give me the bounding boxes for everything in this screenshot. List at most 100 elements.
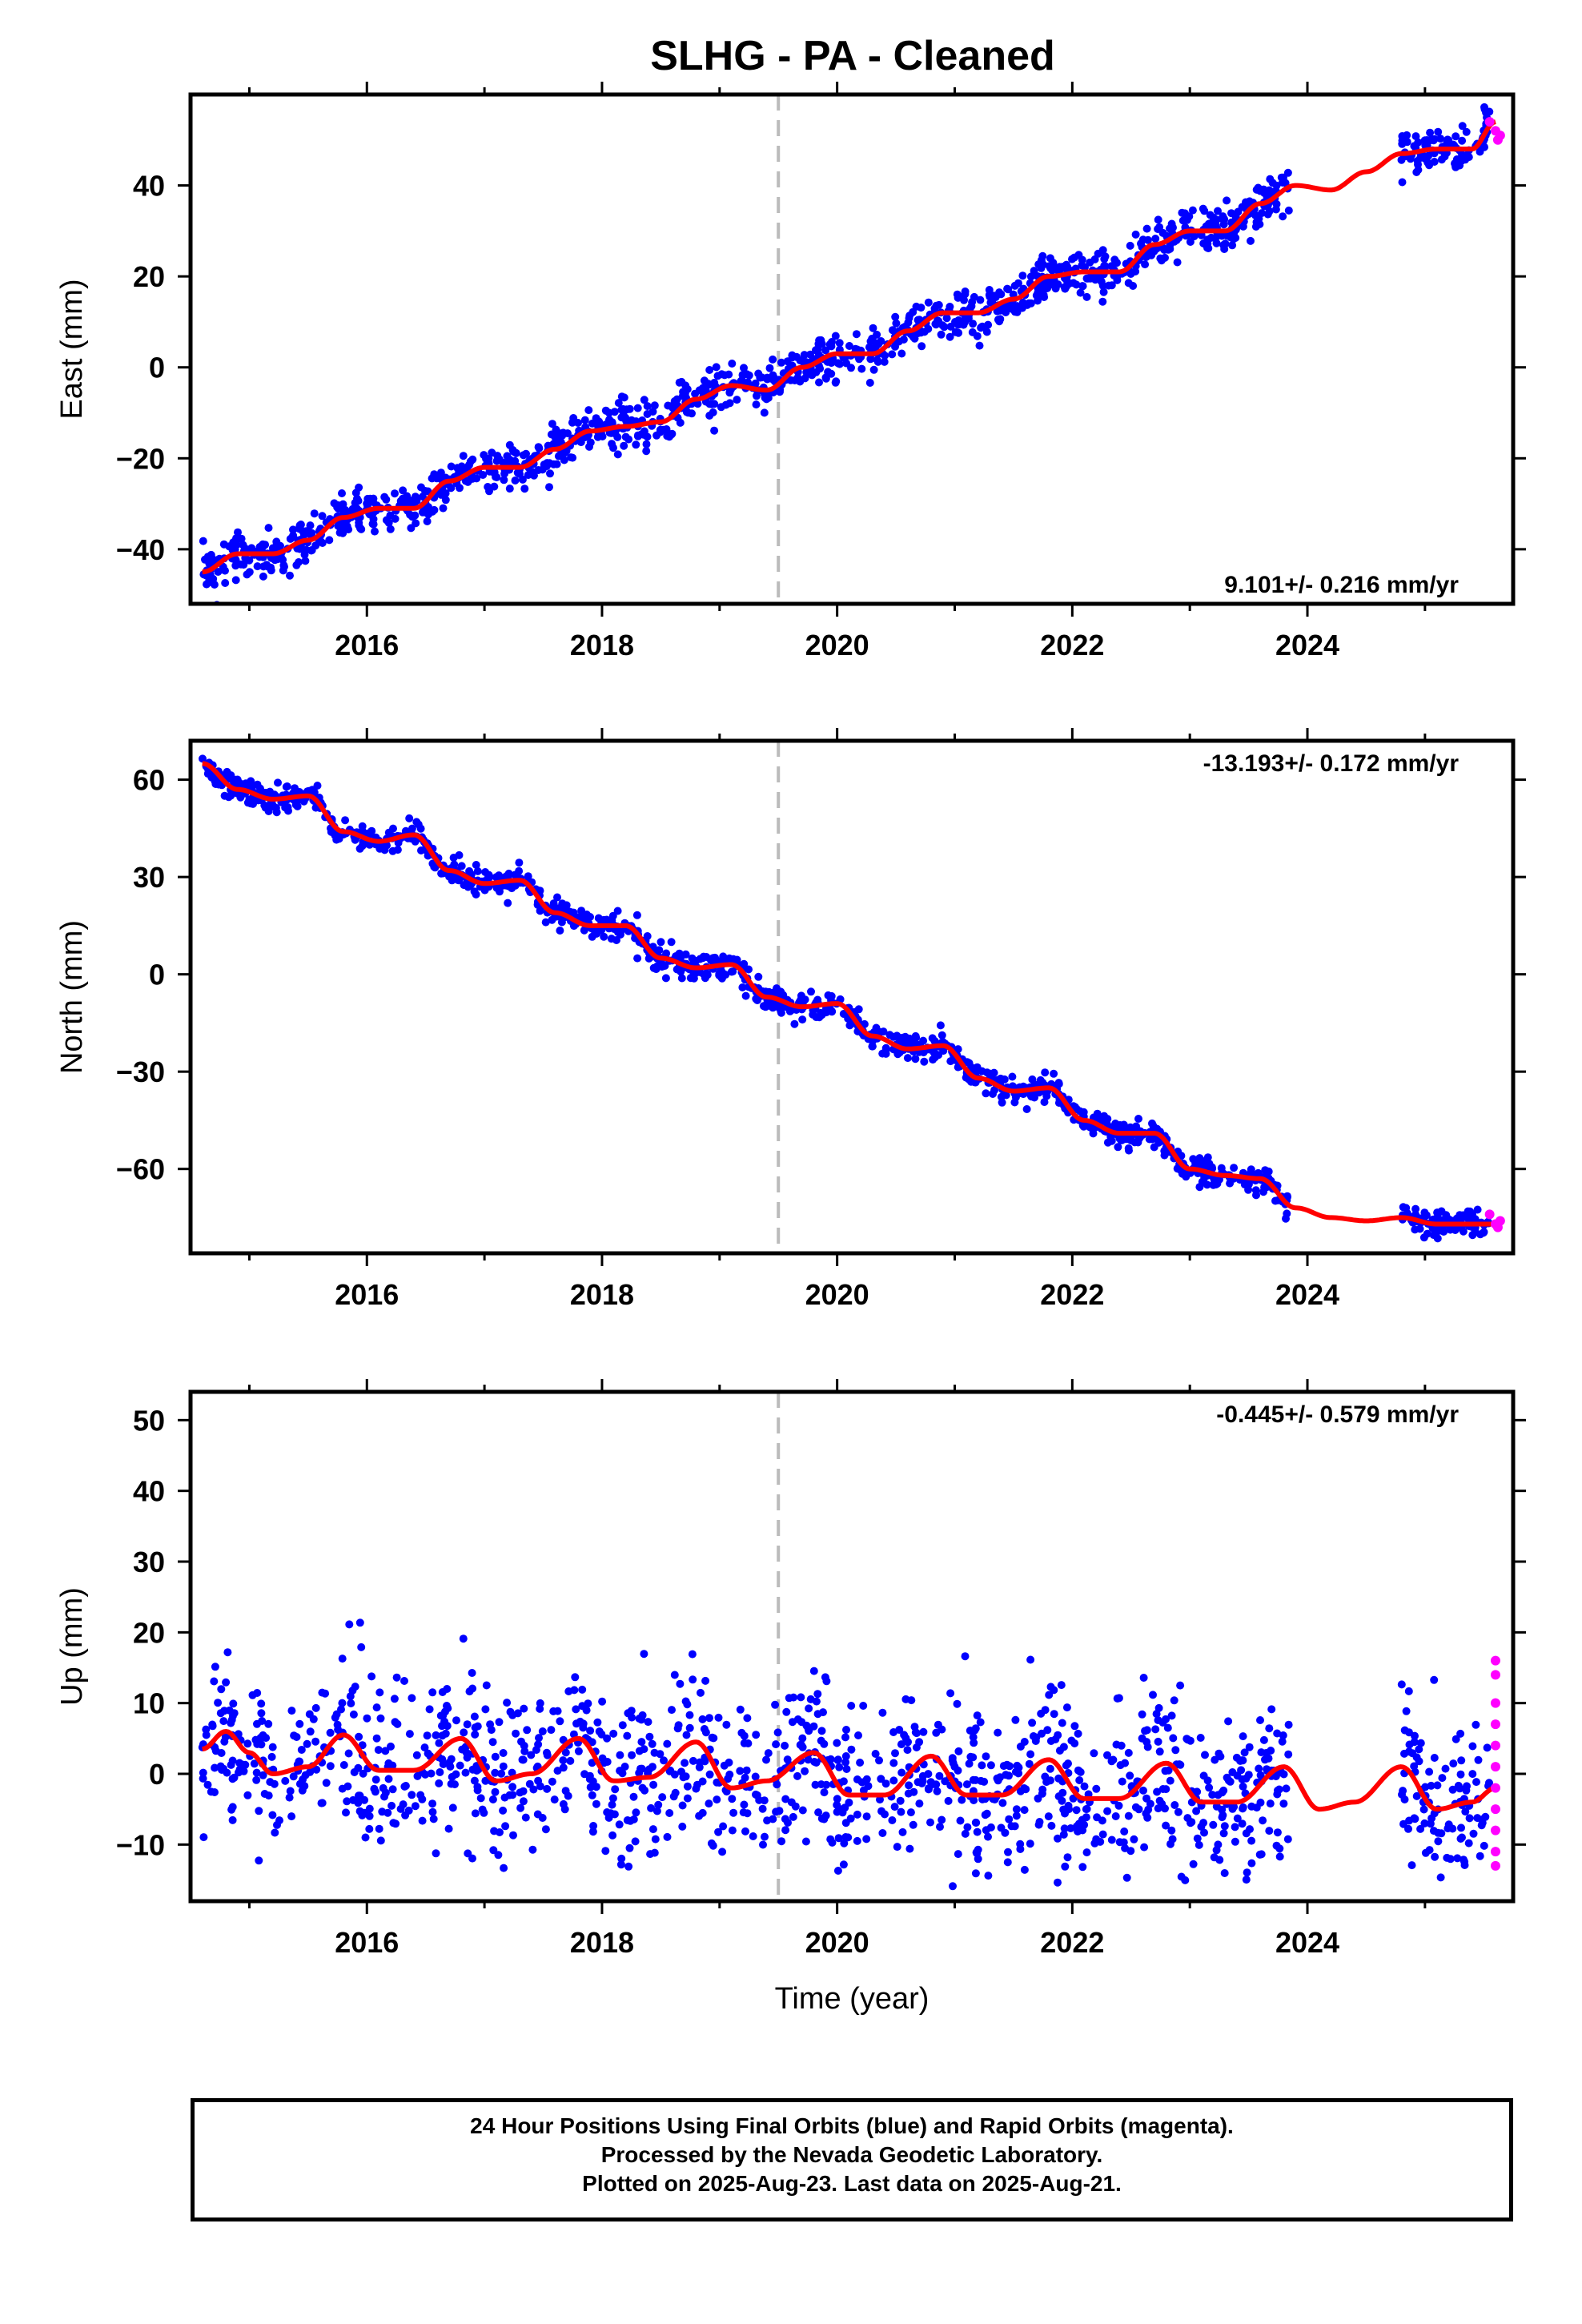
final-orbit-point [1209, 1820, 1218, 1829]
final-orbit-point [953, 1699, 962, 1708]
final-orbit-point [678, 1822, 687, 1831]
final-orbit-point [839, 1860, 848, 1869]
final-orbit-point [683, 1794, 692, 1803]
final-orbit-point [1070, 1722, 1079, 1731]
final-orbit-point [1203, 1776, 1212, 1785]
final-orbit-point [243, 798, 252, 807]
final-orbit-point [1251, 223, 1260, 231]
final-orbit-point [648, 1739, 656, 1748]
final-orbit-point [543, 1751, 552, 1759]
final-orbit-point [949, 1882, 957, 1891]
final-orbit-point [826, 1835, 835, 1844]
final-orbit-point [980, 1777, 989, 1786]
final-orbit-point [1186, 1819, 1195, 1827]
final-orbit-point [1082, 274, 1091, 283]
final-orbit-point [1205, 1783, 1214, 1792]
final-orbit-point [223, 1648, 232, 1657]
final-orbit-point [912, 1743, 921, 1751]
final-orbit-point [391, 489, 399, 498]
final-orbit-point [1005, 1815, 1014, 1823]
final-orbit-point [594, 914, 603, 923]
final-orbit-point [227, 1719, 235, 1727]
final-orbit-point [365, 1811, 374, 1820]
final-orbit-point [877, 1775, 885, 1783]
final-orbit-point [388, 1785, 397, 1794]
final-orbit-point [881, 1779, 890, 1788]
final-orbit-point [1278, 1737, 1287, 1746]
final-orbit-point [1070, 1103, 1079, 1112]
final-orbit-point [463, 1720, 472, 1729]
final-orbit-point [924, 1784, 933, 1793]
final-orbit-point [1114, 1801, 1123, 1810]
final-orbit-point [745, 965, 753, 974]
footer-line-2: Processed by the Nevada Geodetic Laborat… [600, 2142, 1103, 2167]
final-orbit-point [553, 893, 561, 902]
final-orbit-point [1058, 1796, 1066, 1805]
final-orbit-point [924, 298, 933, 307]
final-orbit-point [1228, 241, 1237, 250]
final-orbit-point [1436, 135, 1445, 143]
final-orbit-point [948, 1754, 957, 1763]
final-orbit-point [1176, 1681, 1185, 1690]
rapid-orbit-point [1484, 1209, 1495, 1220]
final-orbit-point [266, 1778, 275, 1787]
final-orbit-point [645, 1732, 654, 1741]
final-orbit-point [511, 881, 520, 890]
final-orbit-point [418, 1795, 427, 1803]
final-orbit-point [762, 1755, 770, 1764]
final-orbit-point [471, 1809, 480, 1818]
final-orbit-point [897, 1740, 905, 1749]
final-orbit-point [956, 1816, 965, 1825]
final-orbit-point [741, 991, 750, 1000]
final-orbit-point [869, 365, 878, 374]
final-orbit-point [1078, 1863, 1087, 1872]
final-orbit-point [965, 1759, 974, 1768]
final-orbit-point [255, 1807, 263, 1815]
final-orbit-point [1034, 1820, 1043, 1829]
final-orbit-point [962, 1780, 971, 1789]
final-orbit-point [970, 1796, 978, 1804]
final-orbit-point [986, 1070, 994, 1078]
final-orbit-point [227, 1805, 236, 1814]
final-orbit-point [508, 446, 517, 454]
final-orbit-point [1434, 1837, 1443, 1846]
final-orbit-point [847, 364, 855, 372]
final-orbit-point [1069, 1794, 1078, 1803]
final-orbit-point [635, 1747, 644, 1755]
final-orbit-point [740, 364, 748, 372]
final-orbit-point [1080, 1782, 1089, 1791]
y-tick-label: 60 [133, 764, 165, 797]
final-orbit-point [380, 1792, 388, 1801]
final-orbit-point [275, 1816, 283, 1825]
final-orbit-point [835, 339, 844, 348]
final-orbit-point [351, 1683, 359, 1691]
final-orbit-point [833, 1755, 842, 1764]
final-orbit-point [1125, 1146, 1133, 1155]
final-orbit-point [298, 1786, 307, 1795]
final-orbit-point [897, 1807, 905, 1816]
final-orbit-point [283, 782, 291, 790]
final-orbit-point [926, 1818, 934, 1827]
final-orbit-point [740, 1739, 749, 1747]
final-orbit-point [891, 312, 900, 321]
final-orbit-point [1246, 1825, 1254, 1834]
final-orbit-point [896, 1796, 905, 1805]
final-orbit-point [1425, 1767, 1434, 1776]
final-orbit-point [1113, 275, 1122, 284]
final-orbit-point [1059, 1830, 1068, 1839]
final-orbit-point [1032, 1733, 1041, 1742]
final-orbit-point [357, 1642, 366, 1651]
final-orbit-point [408, 1694, 416, 1703]
final-orbit-point [327, 827, 335, 836]
final-orbit-point [428, 1688, 437, 1697]
final-orbit-point [616, 1860, 625, 1869]
rapid-orbit-point [1484, 117, 1495, 127]
final-orbit-point [199, 1833, 208, 1842]
final-orbit-point [267, 1752, 276, 1761]
final-orbit-point [287, 1812, 296, 1821]
final-orbit-point [1226, 1777, 1235, 1786]
final-orbit-point [363, 1714, 371, 1723]
final-orbit-point [919, 1727, 928, 1736]
final-orbit-point [534, 1740, 543, 1749]
x-tick-label: 2022 [1040, 1926, 1104, 1959]
